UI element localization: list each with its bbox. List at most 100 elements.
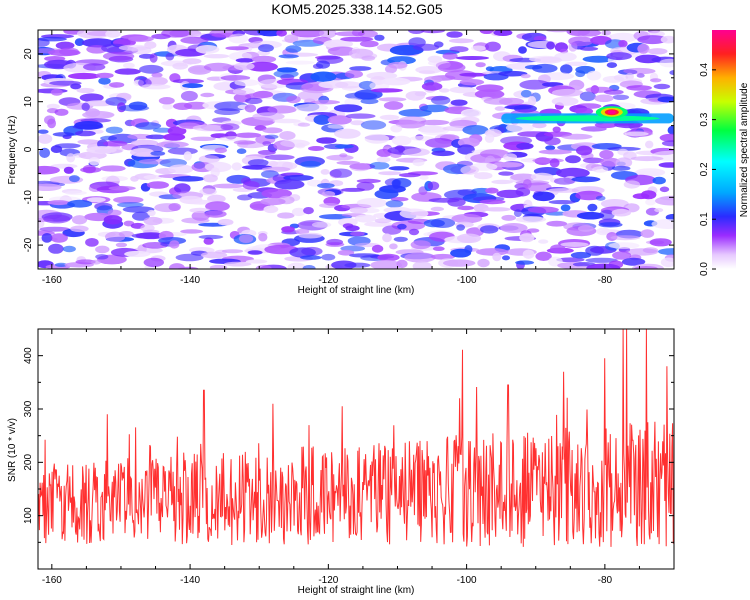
spectrogram-blob bbox=[518, 46, 527, 54]
spectrogram-blob bbox=[457, 205, 475, 211]
x-tick-label: -120 bbox=[318, 275, 338, 286]
spectrogram-blob bbox=[257, 150, 276, 155]
spectrogram-blob bbox=[101, 43, 128, 53]
spectrogram-blob bbox=[54, 262, 68, 267]
spectrogram-blob bbox=[485, 187, 499, 194]
spectrogram-blob bbox=[371, 244, 384, 253]
spectrogram-blob bbox=[560, 242, 589, 247]
spectrogram-blob bbox=[554, 177, 575, 185]
spectrogram-blob bbox=[600, 199, 629, 209]
snr-ylabel: SNR (10 * v/v) bbox=[7, 418, 18, 482]
spectrogram-blob bbox=[95, 72, 114, 79]
spectrogram-blob bbox=[549, 158, 560, 168]
spectrogram-blob bbox=[262, 127, 283, 134]
spectrogram-blob bbox=[345, 225, 360, 232]
spectrogram-blob bbox=[88, 157, 100, 166]
spectrogram-blob bbox=[235, 58, 255, 63]
spectrogram-blob bbox=[515, 216, 547, 223]
spectrogram-blob bbox=[38, 183, 62, 191]
spectrogram-blob bbox=[245, 259, 268, 264]
spectrogram-blob bbox=[338, 217, 358, 227]
spectrogram-blob bbox=[103, 140, 128, 147]
spectrogram-blob bbox=[86, 146, 117, 154]
spectrogram-blob bbox=[75, 259, 96, 265]
spectrogram-blob bbox=[660, 35, 674, 44]
spectrogram-blob bbox=[122, 62, 135, 69]
spectrogram-blob bbox=[651, 219, 674, 229]
spectrogram-blob bbox=[415, 66, 443, 74]
spectrogram-blob bbox=[143, 174, 163, 180]
spectrogram-blob bbox=[359, 40, 379, 48]
spectrogram-blob bbox=[289, 247, 316, 258]
spectrogram-blob bbox=[612, 251, 632, 260]
x-tick-label: -120 bbox=[318, 575, 338, 586]
spectrogram-blob bbox=[55, 41, 75, 50]
spectrogram-blob bbox=[284, 34, 299, 43]
spectrogram-blob bbox=[649, 78, 662, 83]
spectrogram-blob bbox=[535, 251, 552, 261]
spectrogram-blob bbox=[202, 174, 218, 183]
spectrogram-blob bbox=[180, 90, 198, 102]
spectrogram-blob bbox=[370, 88, 403, 93]
spectrogram-blob bbox=[522, 249, 535, 259]
spectrogram-blob bbox=[172, 62, 188, 70]
spectrogram-blob bbox=[234, 62, 255, 71]
spectrogram-blob bbox=[474, 89, 505, 99]
spectrogram-blob bbox=[659, 58, 674, 68]
spectrogram-blob bbox=[360, 120, 387, 130]
spectrogram-blob bbox=[344, 262, 371, 268]
spectrogram-blob bbox=[513, 209, 522, 218]
spectrogram-blob bbox=[320, 169, 330, 175]
spectrogram-blob bbox=[565, 155, 581, 164]
spectrogram-blob bbox=[568, 36, 594, 47]
spectrogram-blob bbox=[455, 56, 490, 60]
spectrogram-blob bbox=[272, 118, 301, 124]
spectrogram-blob bbox=[659, 133, 674, 142]
spectrogram-blob bbox=[377, 253, 400, 262]
spectrogram-blob bbox=[618, 40, 628, 48]
spectrogram-blob bbox=[300, 255, 322, 260]
spectrogram-blob bbox=[182, 83, 204, 89]
spectrogram-blob bbox=[333, 104, 363, 113]
spectrogram-blob bbox=[264, 154, 295, 161]
spectrogram-blob bbox=[503, 153, 518, 161]
spectrogram-blob bbox=[526, 228, 540, 233]
spectrogram-blob bbox=[611, 165, 631, 171]
spectrogram-blob bbox=[340, 36, 374, 42]
spectrogram-blob bbox=[594, 121, 618, 129]
spectrogram-blob bbox=[316, 137, 337, 144]
spectrogram-blob bbox=[81, 102, 90, 111]
spectrogram-blob bbox=[576, 211, 605, 220]
spectrogram-blob bbox=[530, 172, 554, 181]
spectrogram-ticks: -160 -140 -120 -100 -80 20 10 0 -10 -20 bbox=[23, 29, 675, 286]
spectrogram-blob bbox=[158, 97, 175, 105]
spectrogram-blob bbox=[165, 52, 175, 61]
spectrogram-blob bbox=[66, 153, 76, 163]
spectrogram-blob bbox=[180, 229, 204, 234]
spectrogram-blob bbox=[67, 199, 93, 208]
spectrogram-blob bbox=[437, 62, 466, 73]
spectrogram-blob bbox=[233, 140, 256, 145]
spectrogram-blob bbox=[527, 206, 559, 214]
spectrogram-blob bbox=[245, 97, 263, 105]
spectrogram-blob bbox=[329, 168, 353, 178]
spectrogram-blob bbox=[443, 259, 476, 267]
spectrogram-blob bbox=[147, 209, 156, 217]
spectrogram-blob bbox=[621, 257, 646, 266]
spectrogram-blob bbox=[582, 55, 615, 63]
spectrogram-blob bbox=[209, 264, 228, 269]
spectrogram-blob bbox=[212, 183, 244, 189]
spectrogram-blob bbox=[661, 140, 674, 147]
spectrogram-blob bbox=[198, 234, 224, 240]
colorbar-tick-label: 0.0 bbox=[699, 262, 710, 276]
spectrogram-blob bbox=[163, 133, 186, 141]
spectrogram-blob bbox=[295, 142, 306, 149]
spectrogram-blob bbox=[460, 165, 480, 175]
spectrogram-blob bbox=[297, 122, 311, 127]
spectrogram-blob bbox=[105, 30, 121, 38]
spectrogram-blob bbox=[168, 203, 181, 211]
spectrogram-blob bbox=[287, 262, 306, 269]
spectrogram-blob bbox=[107, 209, 122, 216]
spectrogram-blob bbox=[220, 75, 251, 81]
spectrogram-blob bbox=[606, 62, 618, 68]
